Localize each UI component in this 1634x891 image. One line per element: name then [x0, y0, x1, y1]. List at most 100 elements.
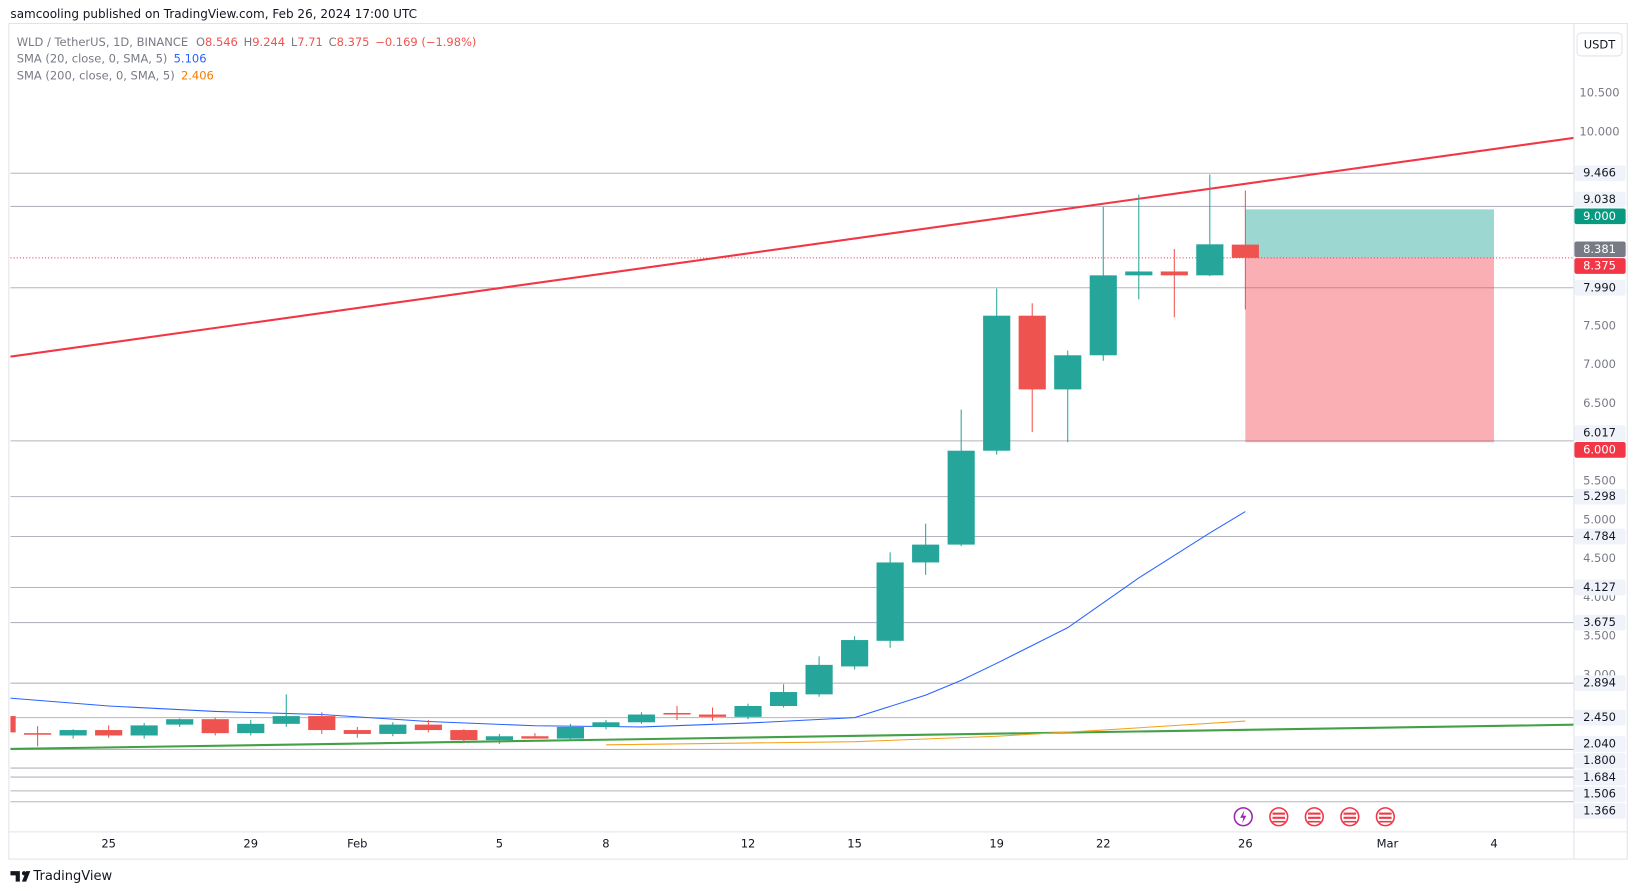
candle-body: [947, 450, 975, 545]
badge-box: [1574, 752, 1626, 769]
ohlc-letter: H: [244, 34, 253, 48]
candle-body: [24, 733, 52, 735]
candle-body: [592, 722, 620, 727]
badge-label: 9.038: [1583, 192, 1616, 206]
x-tick-label: 12: [741, 836, 756, 850]
candle-body: [556, 726, 585, 739]
price-badge: 8.381: [1574, 241, 1626, 258]
x-tick-label: 19: [989, 836, 1004, 850]
sma-line: [605, 720, 1246, 746]
chart-frame: [8, 23, 1628, 860]
lightning: [1240, 810, 1247, 824]
badge-label: 1.506: [1583, 787, 1616, 801]
legend-name: SMA (200, close, 0, SMA, 5): [17, 68, 175, 82]
badge-label: 5.298: [1583, 489, 1616, 503]
ohlc-value: 8.375: [337, 34, 370, 48]
x-tick-label: 15: [847, 836, 862, 850]
sma-line: [10, 511, 1246, 728]
badge-box: [1574, 165, 1626, 182]
y-tick-label: 4.500: [1583, 551, 1616, 565]
badge-label: 6.017: [1583, 426, 1616, 440]
brand-name: TradingView: [32, 869, 112, 884]
badge-label: 8.381: [1583, 242, 1616, 256]
y-tick-label: 10.500: [1579, 85, 1619, 99]
candle-body: [379, 724, 407, 734]
price-badge: 9.466: [1574, 165, 1626, 182]
badge-box: [1574, 208, 1626, 225]
candle-body: [485, 736, 513, 741]
candle-body: [59, 730, 87, 736]
price-badge: 9.000: [1574, 208, 1626, 225]
badge-label: 4.127: [1583, 580, 1616, 594]
badge-label: 1.800: [1583, 753, 1616, 767]
badge-box: [1574, 579, 1626, 596]
y-tick-label: 6.500: [1583, 396, 1616, 410]
badge-label: 1.366: [1583, 803, 1616, 817]
badge-box: [1574, 258, 1626, 274]
badge-box: [1574, 675, 1626, 692]
candle-body: [663, 712, 691, 715]
badge-box: [1574, 786, 1626, 803]
badge-box: [1574, 191, 1626, 208]
badge-label: 3.675: [1583, 615, 1616, 629]
badge-box: [1574, 442, 1626, 458]
candle-body: [201, 719, 229, 734]
x-tick-label: 26: [1238, 836, 1253, 850]
brand-logo-dot: [21, 871, 27, 876]
badge-label: 2.450: [1583, 710, 1616, 724]
legend-sma20: SMA (20, close, 0, SMA, 5) 5.106: [17, 51, 207, 65]
plot-area: [10, 136, 1574, 803]
y-tick-label: 10.000: [1579, 124, 1619, 138]
price-badge: 1.506: [1574, 786, 1626, 803]
badge-label: 1.684: [1583, 770, 1616, 784]
legend-name: SMA (20, close, 0, SMA, 5): [17, 51, 168, 65]
candle-body: [805, 664, 833, 695]
price-badge: 3.675: [1574, 614, 1626, 631]
badge-label: 6.000: [1583, 442, 1616, 456]
badge-box: [1574, 241, 1626, 258]
publish-header: samcooling published on TradingView.com,…: [10, 7, 417, 21]
price-badge: 1.684: [1574, 769, 1626, 786]
currency-button[interactable]: USDT: [1576, 32, 1623, 57]
candle-body: [1018, 315, 1046, 390]
candle-body: [130, 725, 158, 736]
candle-body: [698, 714, 727, 717]
badge-box: [1574, 488, 1626, 505]
button-box[interactable]: [1576, 32, 1623, 57]
price-badge: 1.366: [1574, 803, 1626, 819]
legend-value: 5.106: [174, 51, 207, 65]
badge-label: 4.784: [1583, 529, 1616, 543]
candle-body: [308, 716, 336, 731]
legend-main: WLD / TetherUS, 1D, BINANCE O8.546 H9.24…: [17, 34, 477, 48]
price-badge: 8.375: [1574, 258, 1626, 274]
button-label[interactable]: USDT: [1584, 37, 1617, 51]
brand: TradingView: [10, 869, 113, 884]
flag-stripes: [1272, 812, 1392, 823]
change: −0.169 (−1.98%): [375, 34, 476, 48]
badge-label: 9.466: [1583, 166, 1616, 180]
candle-body: [1089, 275, 1117, 356]
legend-sma200: SMA (200, close, 0, SMA, 5) 2.406: [17, 68, 214, 82]
x-tick-label: 4: [1490, 836, 1497, 850]
candle-body: [95, 730, 123, 736]
badge-box: [1574, 709, 1626, 726]
badge-label: 8.375: [1583, 259, 1616, 273]
candle-body: [450, 730, 478, 741]
candle-body: [1231, 244, 1259, 258]
ohlc-letter: C: [329, 34, 337, 48]
price-badge: 5.298: [1574, 488, 1626, 505]
candle-body: [166, 719, 194, 725]
price-badge: 2.040: [1574, 736, 1626, 752]
y-tick-label: 7.000: [1583, 357, 1616, 371]
x-tick-label: 8: [602, 836, 609, 850]
x-tick-label: Feb: [347, 836, 367, 850]
price-badge: 6.000: [1574, 442, 1626, 458]
candle-body: [414, 724, 442, 731]
badge-label: 7.990: [1583, 280, 1616, 294]
price-badge: 4.127: [1574, 579, 1626, 596]
candle-body: [10, 716, 16, 733]
ohlc-value: 9.244: [252, 34, 285, 48]
candle-body: [1125, 271, 1153, 276]
badge-box: [1574, 769, 1626, 786]
